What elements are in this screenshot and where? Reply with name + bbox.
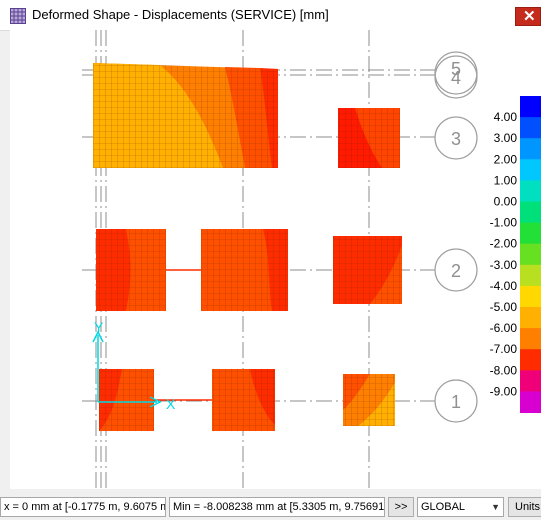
status-min: Min = -8.008238 mm at [5.3305 m, 9.75691… — [169, 497, 385, 517]
legend-swatch — [520, 349, 541, 371]
grid-label-1: 1 — [451, 392, 461, 412]
legend-swatch — [520, 201, 541, 224]
legend-swatch — [520, 138, 541, 160]
slab-top-right[interactable] — [338, 108, 400, 168]
legend-swatch — [520, 391, 541, 413]
close-icon: ✕ — [523, 8, 536, 25]
x-axis-label: X — [166, 396, 176, 412]
legend-swatch — [520, 243, 541, 266]
legend-value: 3.00 — [494, 131, 518, 145]
chevron-down-icon: ▼ — [491, 502, 500, 512]
status-max: x = 0 mm at [-0.1775 m, 9.6075 m]; — [0, 497, 166, 517]
axis-gizmo — [92, 330, 162, 408]
slab-mid-center[interactable] — [201, 229, 288, 311]
legend-color-bar — [520, 96, 541, 413]
title-bar: Deformed Shape - Displacements (SERVICE)… — [0, 0, 541, 31]
legend-swatch — [520, 159, 541, 181]
legend-swatch — [520, 180, 541, 202]
grid-label-2: 2 — [451, 261, 461, 281]
y-axis-label: Y — [94, 319, 104, 335]
legend-value: 0.00 — [494, 195, 518, 209]
slab-bottom-center[interactable] — [212, 369, 275, 431]
grid-label-5: 5 — [451, 59, 461, 79]
legend-value: -9.00 — [490, 384, 518, 398]
legend-swatch — [520, 117, 541, 139]
grid-label-4: 4 — [451, 68, 461, 88]
legend-swatch — [520, 370, 541, 392]
grid-bubbles — [434, 51, 478, 423]
model-view[interactable]: 5 4 3 2 1 — [10, 30, 541, 489]
legend-value: 4.00 — [494, 110, 518, 124]
close-button[interactable]: ✕ — [515, 7, 541, 26]
more-button[interactable]: >> — [388, 497, 414, 517]
slab-top[interactable] — [93, 63, 278, 168]
coord-system-value: GLOBAL — [421, 501, 466, 513]
slab-bottom-left[interactable] — [99, 369, 154, 431]
coord-system-select[interactable]: GLOBAL ▼ — [417, 497, 504, 517]
legend-swatch — [520, 328, 541, 350]
legend-value: 2.00 — [494, 152, 518, 166]
legend-value: -2.00 — [490, 237, 518, 251]
slab-mid-right[interactable] — [333, 236, 402, 304]
legend-swatch — [520, 222, 541, 245]
legend-value: -3.00 — [490, 258, 518, 272]
legend-value: -6.00 — [490, 321, 518, 335]
app-icon — [10, 8, 26, 24]
legend-value: -5.00 — [490, 300, 518, 314]
legend-swatch — [520, 264, 541, 287]
grid-label-3: 3 — [451, 129, 461, 149]
slab-bottom-right[interactable] — [343, 374, 395, 426]
drawing-canvas[interactable]: 5 4 3 2 1 — [10, 30, 541, 489]
legend-labels: 4.00 3.00 2.00 1.00 0.00 -1.00 -2.00 -3.00 -4.00… — [490, 110, 518, 398]
legend-value: -8.00 — [490, 363, 518, 377]
legend-swatch — [520, 96, 541, 118]
status-bar: x = 0 mm at [-0.1775 m, 9.6075 m]; Min =… — [0, 493, 541, 520]
legend-value: -7.00 — [490, 342, 518, 356]
legend-value: -4.00 — [490, 279, 518, 293]
legend-value: 1.00 — [494, 173, 518, 187]
slab-mid-left[interactable] — [96, 229, 166, 311]
legend-value: -1.00 — [490, 216, 518, 230]
window-title: Deformed Shape - Displacements (SERVICE)… — [32, 7, 329, 22]
units-button[interactable]: Units — [508, 497, 541, 517]
legend-swatch — [520, 285, 541, 308]
legend-swatch — [520, 307, 541, 329]
